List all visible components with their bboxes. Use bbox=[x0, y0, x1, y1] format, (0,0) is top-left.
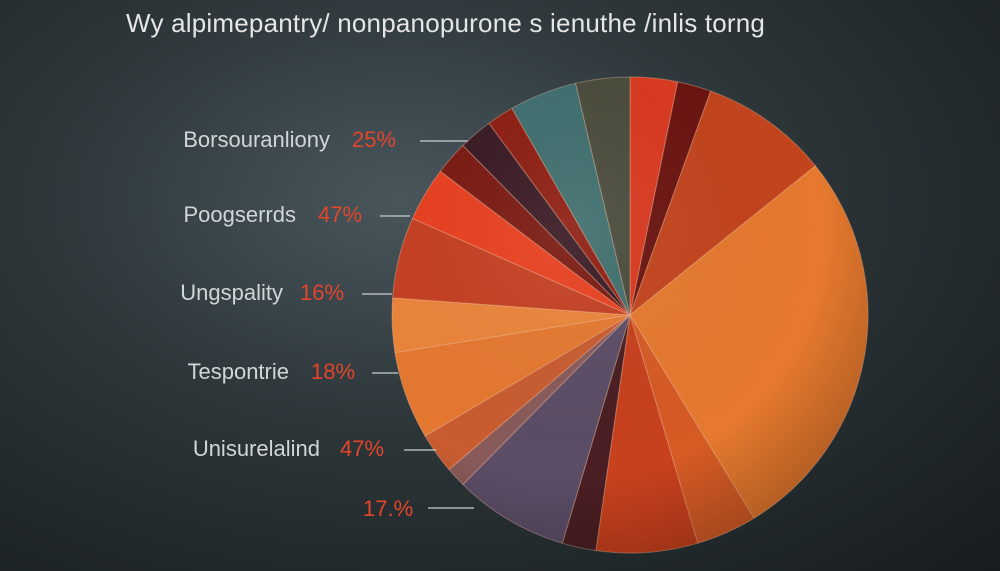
legend-label-3: Ungspality bbox=[180, 280, 283, 305]
legend-label-5: Unisurelalind bbox=[193, 436, 320, 461]
pie-shading bbox=[392, 77, 868, 553]
pie-slices bbox=[391, 76, 869, 554]
legend-percent-6: 17.% bbox=[363, 496, 413, 521]
legend-label-4: Tespontrie bbox=[187, 359, 289, 384]
legend-label-1: Borsouranliony bbox=[183, 127, 330, 152]
chart-title: Wy alpimepantry/ nonpanopurone s ienuthe… bbox=[126, 8, 766, 38]
legend-percent-5: 47% bbox=[340, 436, 384, 461]
legend-label-2: Poogserrds bbox=[183, 202, 296, 227]
legend-percent-1: 25% bbox=[352, 127, 396, 152]
legend-percent-4: 18% bbox=[311, 359, 355, 384]
legend-percent-3: 16% bbox=[300, 280, 344, 305]
legend-percent-2: 47% bbox=[318, 202, 362, 227]
legend: Borsouranliony 25% Poogserrds 47% Ungspality… bbox=[180, 127, 474, 521]
